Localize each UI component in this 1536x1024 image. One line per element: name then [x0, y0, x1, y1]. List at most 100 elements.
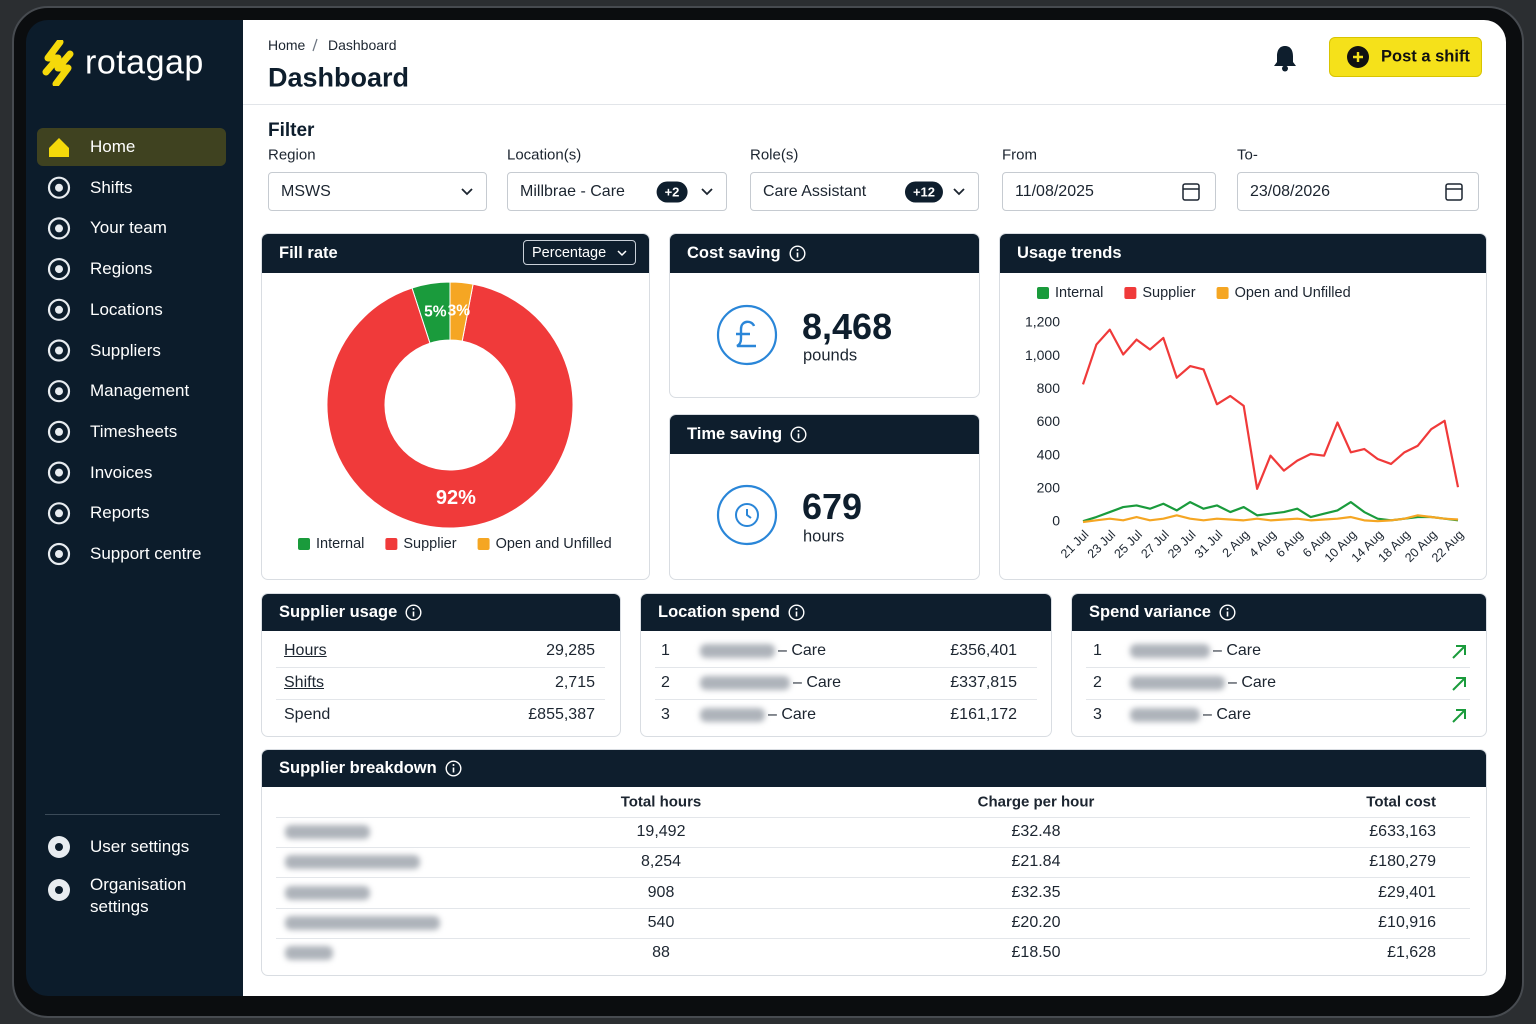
usage-value: 2,715	[554, 674, 595, 691]
info-icon[interactable]	[1219, 604, 1236, 621]
info-circle	[405, 604, 422, 621]
notifications-bell[interactable]	[1272, 44, 1298, 72]
breakdown-cell: 8,254	[640, 853, 682, 871]
info-icon[interactable]	[405, 604, 422, 621]
nav-item[interactable]: Locations	[90, 299, 163, 319]
filter-input[interactable]	[268, 172, 487, 211]
plus-sign	[1353, 52, 1363, 62]
account-nav-item[interactable]: Organisation settings	[90, 875, 187, 916]
filter-value: 23/08/2026	[1250, 183, 1331, 200]
bell-body	[1274, 46, 1296, 66]
redacted-supplier	[285, 885, 370, 900]
breakdown-cell: £18.50	[1011, 944, 1061, 962]
saving-unit: hours	[803, 527, 845, 546]
info-dot	[795, 608, 798, 610]
nav-item[interactable]: Your team	[90, 218, 167, 238]
row-divider	[276, 699, 605, 700]
redacted-name	[1130, 644, 1210, 658]
filter-input[interactable]	[1002, 172, 1216, 211]
breakdown-cell: £32.35	[1011, 883, 1061, 901]
row-divider	[655, 699, 1037, 700]
nav-item[interactable]: Regions	[90, 259, 153, 279]
filter-label: Role(s)	[750, 146, 799, 164]
card-title: Spend variance	[1089, 603, 1211, 621]
nav-item[interactable]: Home	[90, 137, 136, 156]
breakdown-cell: £21.84	[1011, 853, 1061, 871]
account-nav-item[interactable]: User settings	[90, 837, 190, 856]
info-dot	[797, 430, 800, 432]
logo-icon	[42, 40, 74, 86]
card-title: Location spend	[658, 603, 780, 621]
card-header: Spend variance	[1072, 594, 1486, 631]
usage-label[interactable]: Shifts	[284, 674, 325, 691]
saving-value: 679	[802, 486, 863, 527]
filter-input[interactable]	[750, 172, 979, 211]
fill-rate-dropdown[interactable]	[523, 240, 636, 265]
bell-clapper	[1282, 65, 1288, 72]
nav-item[interactable]: Suppliers	[90, 340, 161, 360]
usage-value: £855,387	[528, 706, 595, 723]
post-shift-label[interactable]: Post a shift	[1381, 47, 1470, 66]
info-circle	[788, 604, 805, 621]
filter-input[interactable]	[507, 172, 727, 211]
fill-rate-dropdown-label[interactable]: Percentage	[532, 245, 607, 261]
card-title: Time saving	[687, 425, 783, 443]
brand: rotagap	[85, 43, 204, 82]
redacted-supplier	[285, 946, 333, 961]
card-title: Usage trends	[1017, 244, 1122, 262]
nav-item[interactable]: Reports	[90, 503, 150, 523]
redacted-name	[1130, 708, 1200, 722]
card-header: Usage trends	[1000, 234, 1486, 273]
column-header: Total cost	[1366, 793, 1436, 811]
redacted-supplier	[285, 855, 420, 870]
filter-label: Region	[268, 146, 316, 164]
card-header: Supplier breakdown	[262, 750, 1486, 787]
post-shift-button[interactable]	[1329, 37, 1482, 77]
filter-value: Care Assistant	[763, 183, 867, 200]
breadcrumb-current: Dashboard	[328, 37, 397, 53]
info-icon[interactable]	[788, 604, 805, 621]
info-dot	[1226, 608, 1229, 610]
nav-item[interactable]: Support centre	[90, 544, 202, 563]
card-title: Cost saving	[687, 244, 781, 262]
nav-item[interactable]: Timesheets	[90, 421, 178, 441]
logo-shape	[42, 40, 74, 86]
row-divider	[276, 907, 1470, 909]
filter-label: Location(s)	[507, 146, 582, 164]
info-circle	[790, 426, 807, 443]
nav-item[interactable]: Management	[90, 381, 190, 401]
rank: 3	[661, 706, 670, 723]
redacted-name	[700, 708, 765, 722]
info-circle	[1219, 604, 1236, 621]
filter-label: To-	[1237, 146, 1258, 164]
card: Fill rate	[261, 233, 650, 580]
info-icon[interactable]	[445, 760, 462, 777]
separator-line	[312, 38, 318, 52]
card: Spend variance	[1071, 593, 1487, 737]
filter-input[interactable]	[1237, 172, 1479, 211]
info-dot	[412, 608, 415, 610]
breadcrumb-separator	[312, 38, 318, 52]
card: Supplier breakdown	[261, 749, 1487, 976]
nav-item[interactable]: Invoices	[90, 462, 153, 482]
breakdown-cell: £180,279	[1369, 853, 1436, 871]
location-name: – Care	[1228, 674, 1277, 691]
sidebar-divider	[45, 814, 220, 815]
spend-value: £356,401	[950, 642, 1017, 659]
row-divider	[276, 667, 605, 668]
breakdown-cell: 540	[647, 913, 675, 931]
info-icon[interactable]	[789, 245, 806, 262]
breadcrumb-home[interactable]: Home	[268, 37, 306, 53]
info-icon[interactable]	[790, 426, 807, 443]
filter-label: From	[1002, 146, 1037, 164]
location-name: – Care	[1213, 642, 1262, 659]
breakdown-cell: £10,916	[1378, 913, 1436, 931]
nav-item[interactable]: Shifts	[90, 177, 133, 197]
column-header: Total hours	[620, 793, 702, 811]
usage-label[interactable]: Hours	[284, 642, 327, 659]
location-name: – Care	[793, 674, 842, 691]
header-divider	[243, 104, 1506, 105]
card: Supplier usage	[261, 593, 621, 737]
rank: 3	[1093, 706, 1102, 723]
